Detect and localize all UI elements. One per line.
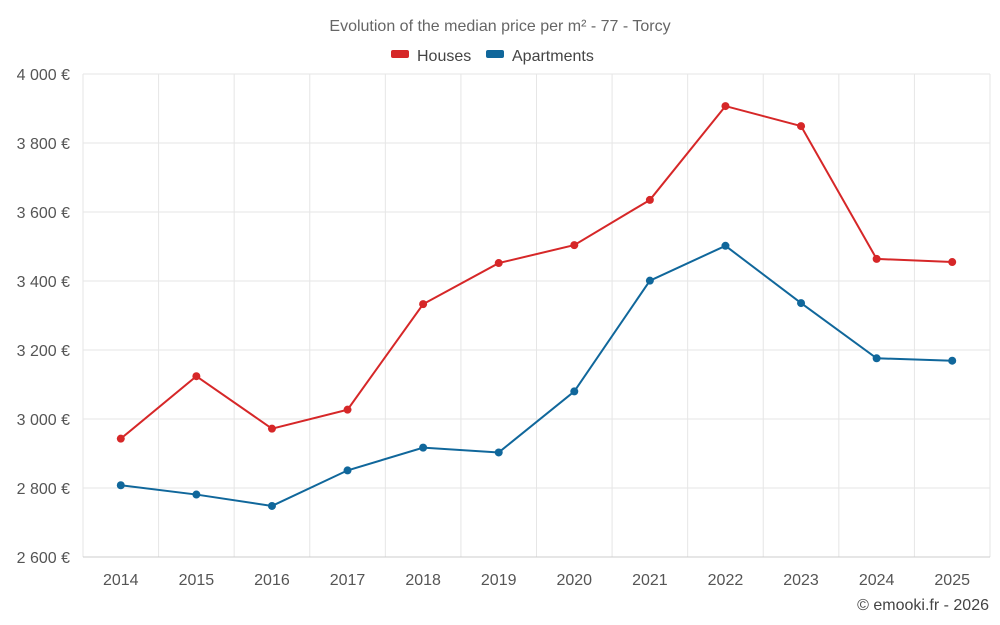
data-point-houses[interactable] (494, 259, 503, 268)
y-tick-label: 3 600 € (17, 205, 70, 222)
legend-item-houses[interactable]: Houses (391, 48, 471, 65)
x-tick-label: 2016 (254, 572, 290, 589)
data-point-houses[interactable] (570, 241, 579, 250)
y-tick-label: 3 400 € (17, 274, 70, 291)
x-tick-label: 2025 (934, 572, 970, 589)
x-tick-label: 2019 (481, 572, 517, 589)
x-tick-label: 2015 (179, 572, 215, 589)
y-tick-label: 2 600 € (17, 550, 70, 567)
data-point-apartments[interactable] (872, 354, 881, 363)
data-point-houses[interactable] (872, 254, 881, 263)
data-point-houses[interactable] (192, 372, 201, 381)
data-point-houses[interactable] (419, 300, 428, 309)
data-point-apartments[interactable] (419, 443, 428, 452)
legend[interactable]: Houses Apartments (391, 48, 594, 65)
x-tick-label: 2024 (859, 572, 895, 589)
data-point-apartments[interactable] (494, 448, 503, 457)
legend-swatch-apartments (486, 50, 504, 58)
data-point-apartments[interactable] (721, 241, 730, 250)
y-tick-label: 4 000 € (17, 67, 70, 84)
x-tick-label: 2021 (632, 572, 668, 589)
data-point-houses[interactable] (721, 102, 730, 111)
data-point-houses[interactable] (343, 405, 352, 414)
series-line-houses (120, 104, 953, 440)
x-tick-label: 2017 (330, 572, 366, 589)
data-point-houses[interactable] (645, 195, 654, 204)
legend-item-apartments[interactable]: Apartments (486, 48, 594, 65)
y-tick-label: 2 800 € (17, 481, 70, 498)
data-point-apartments[interactable] (948, 356, 957, 365)
legend-swatch-houses (391, 50, 409, 58)
y-tick-label: 3 200 € (17, 343, 70, 360)
y-tick-label: 3 000 € (17, 412, 70, 429)
data-point-apartments[interactable] (570, 387, 579, 396)
x-tick-label: 2023 (783, 572, 819, 589)
data-point-apartments[interactable] (116, 481, 125, 490)
y-axis: 2 600 € 2 800 € 3 000 € 3 200 € 3 400 € 3 600… (17, 67, 70, 567)
y-tick-label: 3 800 € (17, 136, 70, 153)
data-point-houses[interactable] (948, 258, 957, 267)
data-point-apartments[interactable] (343, 466, 352, 475)
series-layer (116, 102, 957, 510)
x-tick-label: 2022 (708, 572, 744, 589)
data-point-apartments[interactable] (267, 501, 276, 510)
chart-title: Evolution of the median price per m² - 7… (329, 18, 670, 35)
x-tick-label: 2020 (556, 572, 592, 589)
data-point-apartments[interactable] (797, 299, 806, 308)
legend-label-apartments: Apartments (512, 48, 594, 65)
x-tick-label: 2018 (405, 572, 441, 589)
data-point-apartments[interactable] (645, 276, 654, 285)
x-tick-label: 2014 (103, 572, 139, 589)
data-point-houses[interactable] (116, 434, 125, 443)
grid (82, 73, 991, 557)
x-axis: 2014 2015 2016 2017 2018 2019 2020 2021 2022 2023… (83, 556, 990, 589)
credit-text: © emooki.fr - 2026 (857, 597, 989, 614)
series-line-apartments (120, 244, 953, 507)
legend-label-houses: Houses (417, 48, 471, 65)
data-point-houses[interactable] (797, 122, 806, 131)
data-point-apartments[interactable] (192, 490, 201, 499)
data-point-houses[interactable] (267, 424, 276, 433)
